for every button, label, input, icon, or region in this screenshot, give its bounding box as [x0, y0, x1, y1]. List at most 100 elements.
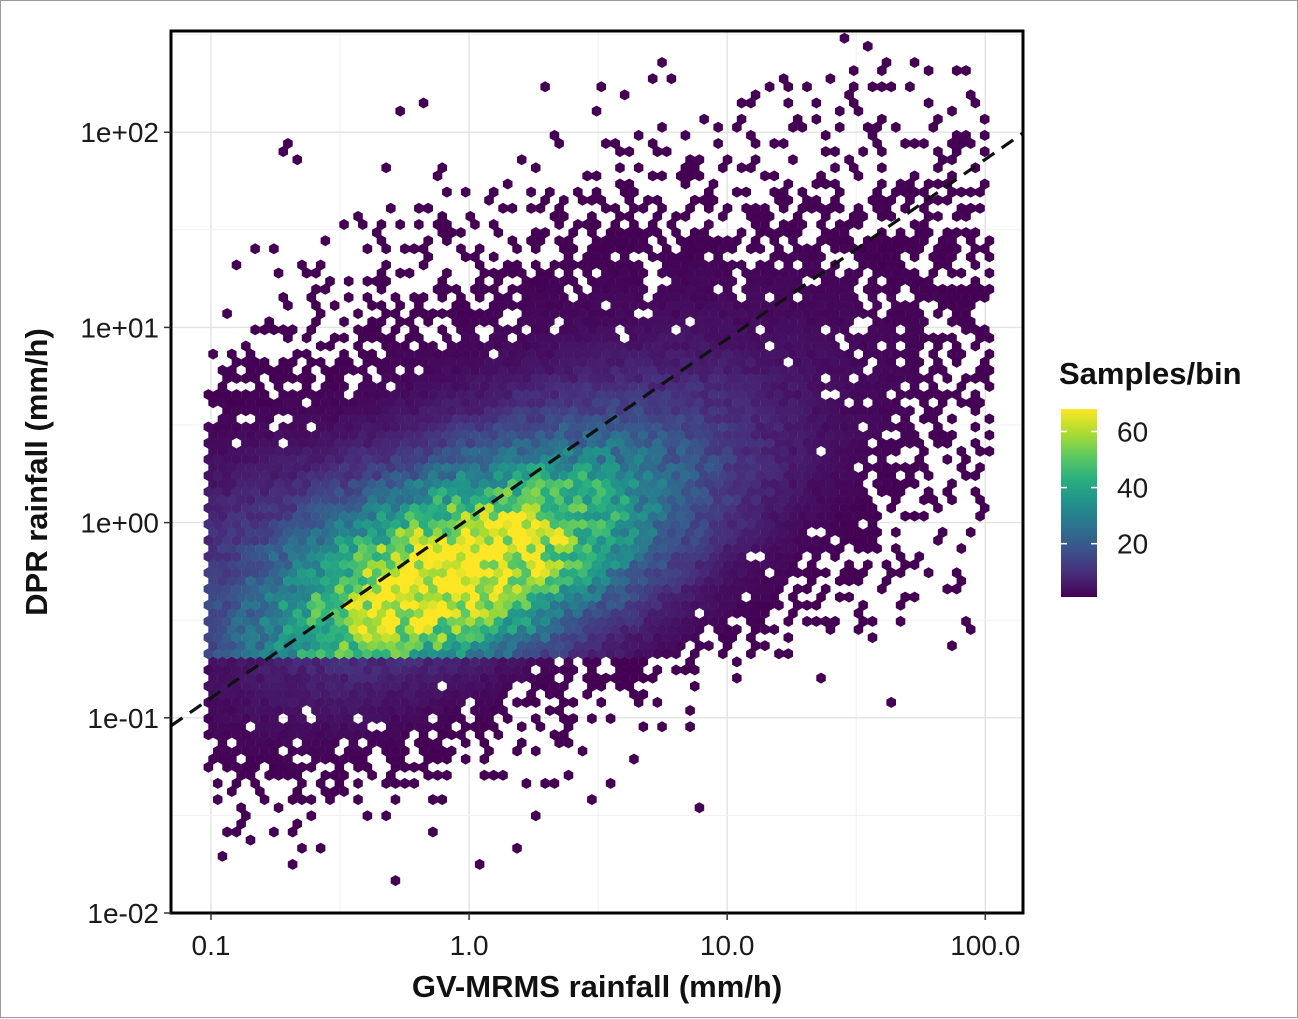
hex-cell: [736, 356, 747, 368]
hex-cell: [395, 413, 405, 425]
hex-cell: [273, 607, 284, 619]
hex-cell: [386, 607, 396, 619]
hex-cell: [540, 599, 550, 611]
hex-cell: [517, 575, 527, 587]
hex-cell: [736, 567, 747, 579]
hex-cell: [456, 615, 466, 627]
hex-cell: [774, 194, 784, 206]
hex-cell: [573, 575, 583, 587]
hex-cell: [825, 413, 836, 425]
hex-cell: [736, 470, 747, 482]
hex-cell: [339, 219, 349, 230]
hex-cell: [376, 364, 387, 376]
hex-cell: [521, 567, 532, 579]
hex-cell: [891, 543, 901, 554]
hex-cell: [269, 696, 279, 708]
hex-cell: [390, 389, 401, 401]
hex-cell: [264, 316, 274, 328]
hex-cell: [755, 356, 765, 368]
hex-cell: [423, 381, 433, 392]
hex-cell: [456, 340, 466, 352]
hex-cell: [877, 113, 887, 125]
hex-cell: [287, 324, 298, 336]
hex-cell: [741, 364, 751, 376]
hex-cell: [353, 534, 363, 546]
hex-cell: [661, 502, 672, 514]
hex-cell: [905, 340, 915, 352]
hex-cell: [853, 445, 864, 457]
hex-cell: [409, 761, 419, 773]
hex-cell: [414, 591, 424, 603]
hex-cell: [474, 356, 485, 368]
hex-cell: [549, 551, 560, 563]
hex-cell: [400, 405, 410, 417]
hex-cell: [255, 640, 265, 652]
hex-cell: [979, 129, 990, 141]
hex-cell: [255, 786, 265, 797]
hex-cell: [245, 494, 256, 506]
hex-cell: [741, 526, 751, 538]
hex-cell: [741, 332, 751, 344]
hex-cell: [358, 381, 368, 392]
hex-cell: [329, 640, 340, 652]
hex-cell: [362, 356, 373, 368]
hex-cell: [778, 429, 789, 441]
hex-cell: [788, 300, 798, 311]
hex-cell: [386, 656, 396, 668]
hex-cell: [676, 251, 686, 263]
hex-cell: [329, 445, 340, 457]
hex-cell: [460, 381, 471, 392]
hex-cell: [633, 567, 644, 579]
hex-cell: [591, 348, 602, 360]
hex-cell: [367, 737, 377, 749]
hex-cell: [213, 680, 223, 692]
hex-cell: [638, 316, 649, 328]
hex-cell: [661, 421, 672, 433]
hex-cell: [839, 486, 850, 498]
hex-cell: [502, 324, 513, 336]
hex-cell: [432, 348, 443, 360]
hex-cell: [671, 502, 681, 514]
hex-cell: [283, 138, 293, 149]
hex-cell: [498, 397, 508, 409]
hex-cell: [652, 486, 663, 498]
hex-cell: [867, 129, 878, 141]
hex-cell: [619, 445, 630, 457]
hex-cell: [774, 502, 784, 514]
hex-cell: [746, 437, 756, 449]
hex-cell: [339, 575, 349, 587]
hex-cell: [746, 356, 756, 368]
hex-cell: [605, 599, 616, 611]
hex-cell: [671, 421, 681, 433]
hex-cell: [442, 332, 452, 344]
hex-cell: [839, 518, 850, 530]
hex-cell: [979, 178, 990, 190]
hex-cell: [545, 332, 555, 344]
hex-cell: [236, 462, 246, 473]
hex-cell: [694, 624, 705, 635]
hex-cell: [615, 146, 625, 158]
hex-cell: [329, 786, 340, 797]
hex-cell: [549, 389, 560, 401]
hex-cell: [942, 372, 953, 384]
hex-cell: [339, 478, 349, 490]
hex-cell: [568, 632, 578, 644]
hex-cell: [708, 518, 719, 530]
hex-cell: [863, 348, 873, 360]
hex-cell: [512, 551, 522, 563]
hex-cell: [830, 453, 840, 465]
hex-cell: [942, 227, 953, 239]
hex-cell: [732, 543, 742, 554]
hex-cell: [400, 729, 410, 741]
hex-cell: [820, 453, 831, 465]
hex-cell: [713, 397, 723, 409]
hex-cell: [694, 478, 705, 490]
hex-cell: [507, 283, 518, 295]
hex-cell: [979, 502, 990, 514]
hex-cell: [947, 235, 957, 247]
hex-cell: [512, 243, 522, 255]
hex-cell: [423, 559, 433, 571]
hex-cell: [961, 453, 971, 465]
hex-cell: [437, 713, 447, 725]
hex-cell: [273, 267, 284, 279]
